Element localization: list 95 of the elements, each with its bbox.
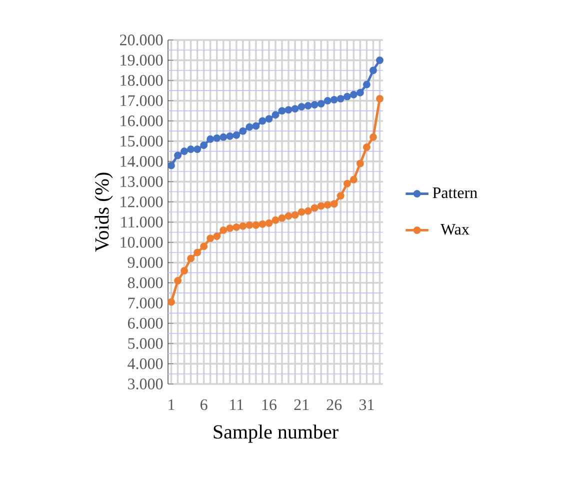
point <box>239 222 247 230</box>
point <box>330 200 338 208</box>
point <box>168 162 175 170</box>
point <box>174 277 182 285</box>
legend-label: Wax <box>440 224 470 235</box>
point <box>265 115 273 123</box>
x-axis-title: Sample number <box>214 424 338 443</box>
point <box>246 221 254 229</box>
point <box>239 127 247 135</box>
point <box>194 248 202 256</box>
point <box>187 146 195 153</box>
x-tick-label: 1 <box>168 399 174 410</box>
point <box>206 135 214 143</box>
point <box>356 88 364 96</box>
y-tick-label: 5.000 <box>128 338 163 349</box>
y-axis-title: Voids (%) <box>94 172 113 252</box>
y-tick-label: 19.000 <box>120 54 163 66</box>
point <box>180 148 188 156</box>
point <box>226 132 234 140</box>
y-tick-label: 14.000 <box>120 156 163 167</box>
point <box>258 117 266 125</box>
x-tick-label: 16 <box>262 399 277 410</box>
point <box>200 242 208 250</box>
point <box>356 160 364 168</box>
point <box>272 216 280 224</box>
point <box>369 133 377 141</box>
y-tick-label: 6.000 <box>128 318 163 329</box>
legend-label: Pattern <box>432 188 478 198</box>
point <box>180 266 188 274</box>
point <box>291 211 299 219</box>
point <box>220 133 228 141</box>
x-tick-label: 21 <box>294 399 309 410</box>
point <box>362 144 370 151</box>
point <box>174 152 182 160</box>
point <box>376 94 384 102</box>
point <box>343 92 351 100</box>
point <box>168 298 175 306</box>
point <box>304 207 312 215</box>
point <box>350 90 358 98</box>
point <box>336 192 344 200</box>
point <box>336 94 344 102</box>
x-tick-label: 31 <box>359 399 374 410</box>
point <box>343 180 351 188</box>
point <box>220 226 228 234</box>
point <box>258 220 266 228</box>
x-tick-label: 6 <box>200 399 208 410</box>
point <box>324 201 332 209</box>
y-tick-label: 4.000 <box>128 358 163 370</box>
point <box>304 102 312 110</box>
point <box>265 219 273 227</box>
point <box>310 204 318 212</box>
point <box>213 134 221 142</box>
point <box>369 66 377 74</box>
point <box>310 101 318 108</box>
point <box>246 123 254 131</box>
point <box>252 221 260 229</box>
y-tick-label: 9.000 <box>128 257 163 268</box>
point <box>213 232 221 240</box>
y-tick-label: 3.000 <box>128 378 163 390</box>
point <box>284 106 292 114</box>
point <box>272 111 280 119</box>
point <box>226 224 234 232</box>
y-tick-label: 16.000 <box>120 116 163 126</box>
y-tick-label: 11.000 <box>121 216 163 228</box>
point <box>187 254 195 262</box>
point <box>324 96 332 104</box>
y-tick-label: 17.000 <box>120 95 163 106</box>
point <box>232 223 240 231</box>
point <box>330 96 338 104</box>
point <box>362 80 370 88</box>
y-tick-label: 18.000 <box>120 75 163 86</box>
x-tick-label: 26 <box>326 399 342 410</box>
y-tick-label: 12.000 <box>120 196 163 208</box>
point <box>298 208 306 216</box>
point <box>317 100 325 108</box>
point <box>194 146 202 153</box>
point <box>298 103 306 111</box>
point <box>278 214 286 222</box>
y-tick-label: 10.000 <box>120 236 163 248</box>
y-tick-label: 7.000 <box>128 298 163 308</box>
point <box>284 212 292 220</box>
point <box>291 105 299 113</box>
point <box>278 107 286 115</box>
point <box>317 202 325 210</box>
y-tick-label: 15.000 <box>120 136 163 147</box>
y-tick-label: 8.000 <box>128 277 163 288</box>
point <box>200 141 208 149</box>
point <box>232 131 240 139</box>
x-tick-label: 11 <box>230 399 244 410</box>
y-tick-label: 13.000 <box>120 176 163 188</box>
point <box>206 234 214 242</box>
point <box>376 56 384 64</box>
y-tick-label: 20.000 <box>120 34 163 46</box>
point <box>350 176 358 184</box>
point <box>252 122 260 130</box>
